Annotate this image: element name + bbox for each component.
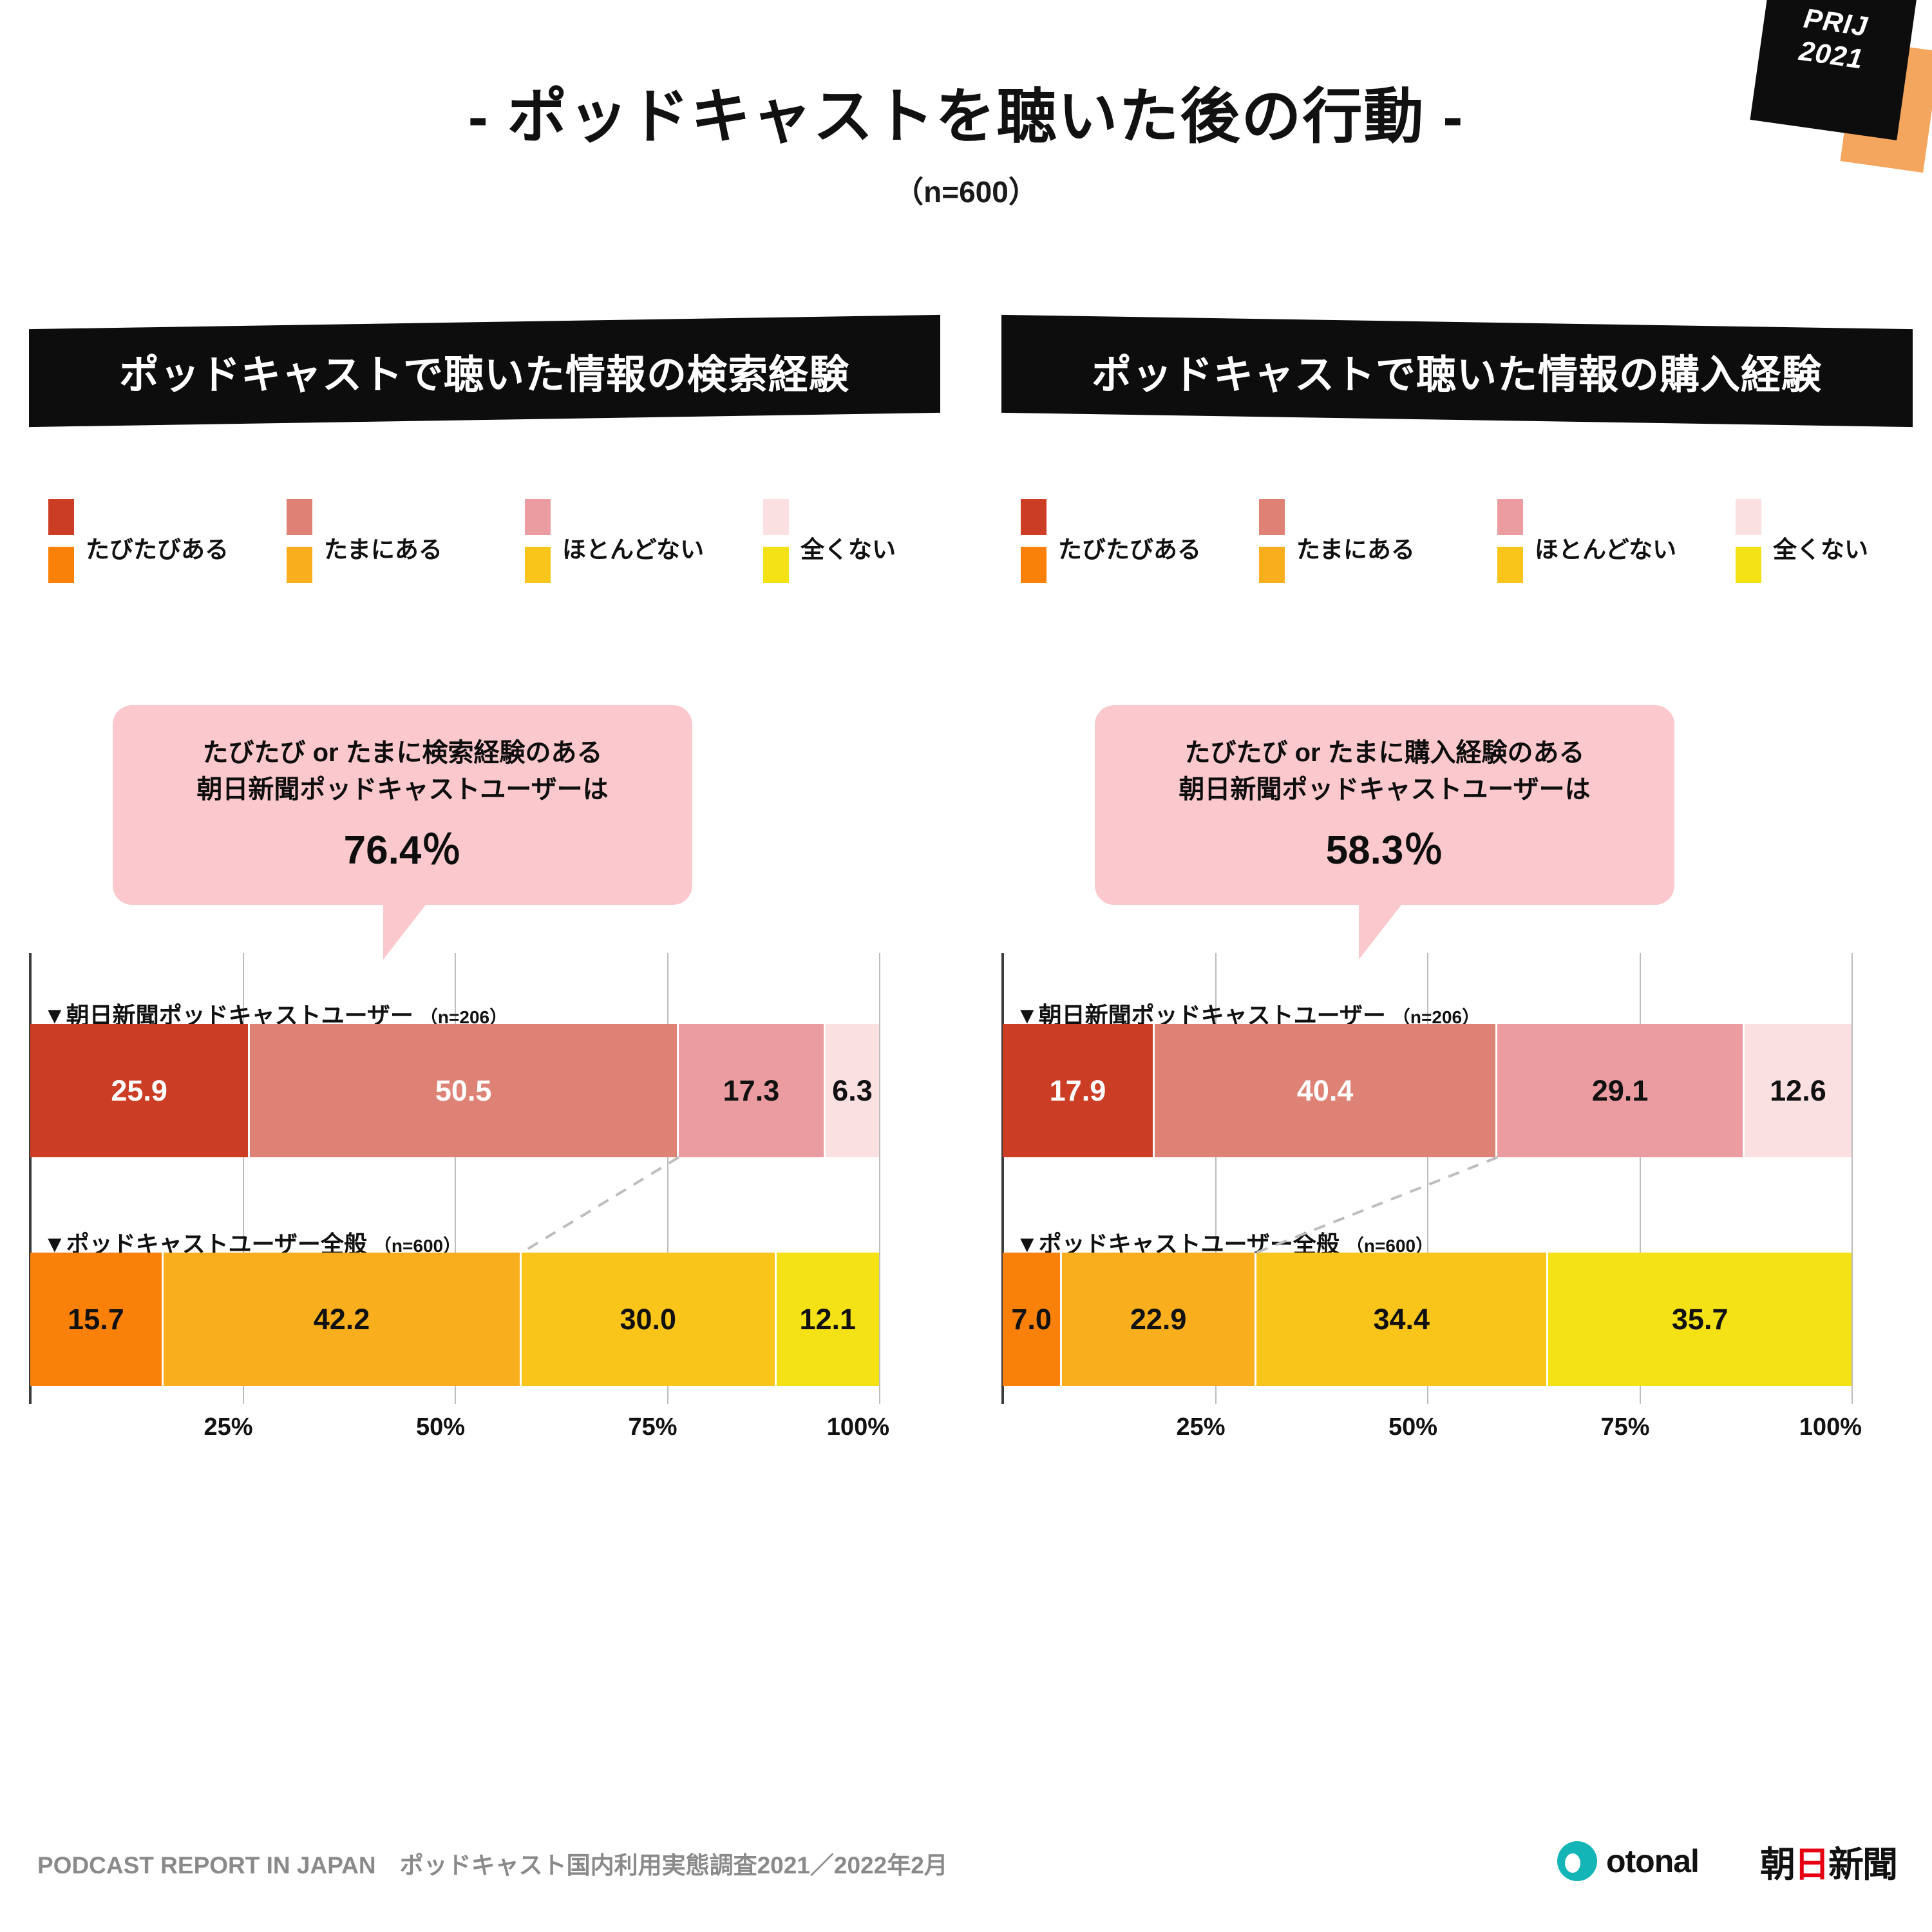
asahi-char-1: 朝 xyxy=(1759,1844,1795,1884)
series-sample-size: （n=206） xyxy=(419,1007,508,1027)
x-axis-tick-label: 75% xyxy=(628,1414,677,1441)
bar-segment: 6.3 xyxy=(825,1024,879,1157)
x-axis-tick-label: 100% xyxy=(1799,1414,1862,1441)
otonal-logo: otonal xyxy=(1557,1841,1700,1881)
legend-item-label: たびたびある xyxy=(1058,536,1201,563)
callout-line-1: たびたび or たまに購入経験のある xyxy=(1184,739,1585,768)
x-axis-tick-label: 50% xyxy=(1388,1414,1437,1441)
page-title: - ポッドキャストを聴いた後の行動 - xyxy=(468,83,1464,150)
legend-item-label: 全くない xyxy=(800,536,896,563)
bar-segment: 22.9 xyxy=(1062,1253,1257,1386)
legend-item-label: ほとんどない xyxy=(1535,536,1677,563)
footer-logos: otonal 朝 日 新聞 xyxy=(1557,1835,1898,1887)
grid-line xyxy=(242,953,244,1404)
legend-swatch-icon xyxy=(1497,499,1523,583)
bar-segment: 17.9 xyxy=(1003,1024,1155,1157)
page-subtitle: （n=600） xyxy=(894,175,1038,209)
bar-segment: 12.6 xyxy=(1744,1024,1852,1157)
asahi-char-2: 日 xyxy=(1794,1844,1830,1884)
legend-search: たびたびある たまにある ほとんどない 全くない xyxy=(35,499,950,583)
legend-item: たまにある xyxy=(1259,499,1415,583)
series-sample-size: （n=206） xyxy=(1392,1007,1481,1027)
chart-purchase: ▼朝日新聞ポッドキャストユーザー （n=206） 17.9 40.4 29.1 12.6… xyxy=(1001,953,1916,1494)
panel-header-search: ポッドキャストで聴いた情報の検索経験 xyxy=(29,314,940,428)
panel-search: ポッドキャストで聴いた情報の検索経験 たびたびある たまにある ほとんどない 全くないた… xyxy=(29,303,976,1771)
legend-purchase: たびたびある たまにある ほとんどない 全くない xyxy=(1008,499,1922,583)
x-axis-tick-label: 25% xyxy=(204,1414,253,1441)
legend-swatch-icon xyxy=(1736,499,1761,583)
bar-segment: 17.3 xyxy=(678,1024,826,1157)
callout-bubble-search: たびたび or たまに検索経験のある 朝日新聞ポッドキャストユーザーは 76.4％ xyxy=(113,705,692,905)
legend-item-label: たびたびある xyxy=(86,536,229,563)
grid-line xyxy=(1639,953,1641,1404)
callout-line-1: たびたび or たまに検索経験のある xyxy=(202,739,603,768)
callout-bubble-purchase: たびたび or たまに購入経験のある 朝日新聞ポッドキャストユーザーは 58.3％ xyxy=(1095,705,1674,905)
legend-item-label: たまにある xyxy=(324,536,442,563)
y-axis-line xyxy=(1001,953,1004,1404)
legend-item-label: ほとんどない xyxy=(562,536,705,563)
stacked-bar-row: 17.9 40.4 29.1 12.6 xyxy=(1003,1024,1852,1157)
bar-segment: 40.4 xyxy=(1154,1024,1498,1157)
x-axis-tick-labels: 25% 50% 75% 100% xyxy=(29,1414,943,1465)
series-sample-size: （n=600） xyxy=(373,1236,462,1256)
grid-line xyxy=(879,953,880,1404)
panel-header-label: ポッドキャストで聴いた情報の検索経験 xyxy=(119,353,850,398)
bar-segment: 34.4 xyxy=(1256,1253,1549,1386)
chart-search: ▼朝日新聞ポッドキャストユーザー （n=206） 25.9 50.5 17.3 6.3 ▼… xyxy=(29,953,943,1494)
callout-line-2: 朝日新聞ポッドキャストユーザーは xyxy=(1179,775,1591,804)
grid-line xyxy=(1852,953,1853,1404)
otonal-mark-icon xyxy=(1557,1841,1597,1881)
panel-header-purchase: ポッドキャストで聴いた情報の購入経験 xyxy=(1001,314,1913,428)
legend-swatch-icon xyxy=(1021,499,1046,583)
legend-item: 全くない xyxy=(763,499,896,583)
x-axis-tick-label: 100% xyxy=(826,1414,889,1441)
callout-percent: 58.3％ xyxy=(1325,828,1444,873)
bar-segment: 7.0 xyxy=(1003,1253,1063,1386)
callout-percent: 76.4％ xyxy=(343,828,462,873)
legend-item: 全くない xyxy=(1736,499,1868,583)
x-axis-tick-label: 25% xyxy=(1176,1414,1226,1441)
legend-swatch-icon xyxy=(48,499,74,583)
grid-line xyxy=(1215,953,1217,1404)
callout-bubble-tail xyxy=(383,902,428,960)
legend-swatch-icon xyxy=(1259,499,1285,583)
otonal-wordmark: otonal xyxy=(1605,1843,1700,1879)
bar-segment: 50.5 xyxy=(250,1024,679,1157)
plot-area: ▼朝日新聞ポッドキャストユーザー （n=206） 17.9 40.4 29.1 12.6… xyxy=(1001,953,1916,1404)
asahi-char-3: 新聞 xyxy=(1828,1844,1898,1884)
bar-segment: 12.1 xyxy=(776,1253,879,1386)
grid-line xyxy=(455,953,456,1404)
legend-item: たびたびある xyxy=(1021,499,1201,583)
bar-segment: 25.9 xyxy=(30,1024,251,1157)
panel-header-label: ポッドキャストで聴いた情報の購入経験 xyxy=(1092,352,1823,397)
bar-segment: 15.7 xyxy=(30,1253,164,1386)
callout-line-2: 朝日新聞ポッドキャストユーザーは xyxy=(196,775,609,804)
legend-item: たまにある xyxy=(287,499,442,583)
asahi-shimbun-logo: 朝 日 新聞 xyxy=(1759,1835,1898,1887)
legend-item: ほとんどない xyxy=(525,499,704,583)
y-axis-line xyxy=(29,953,32,1404)
bar-segment: 35.7 xyxy=(1548,1253,1852,1386)
legend-swatch-icon xyxy=(525,499,551,583)
x-axis-tick-labels: 25% 50% 75% 100% xyxy=(1001,1414,1916,1465)
legend-item-label: 全くない xyxy=(1773,536,1868,563)
bar-segment: 29.1 xyxy=(1497,1024,1745,1157)
panel-purchase: ポッドキャストで聴いた情報の購入経験 たびたびある たまにある ほとんどない 全くないた… xyxy=(1001,303,1932,1771)
stacked-bar-row: 7.0 22.9 34.4 35.7 xyxy=(1003,1253,1852,1386)
bar-segment: 30.0 xyxy=(522,1253,777,1386)
stacked-bar-row: 15.7 42.2 30.0 12.1 xyxy=(30,1253,879,1386)
legend-swatch-icon xyxy=(287,499,312,583)
legend-item-label: たまにある xyxy=(1296,536,1415,563)
bar-segment: 42.2 xyxy=(163,1253,522,1386)
stacked-bar-row: 25.9 50.5 17.3 6.3 xyxy=(30,1024,879,1157)
plot-area: ▼朝日新聞ポッドキャストユーザー （n=206） 25.9 50.5 17.3 6.3 ▼… xyxy=(29,953,943,1404)
legend-item: ほとんどない xyxy=(1497,499,1676,583)
x-axis-tick-label: 50% xyxy=(415,1414,465,1441)
footer-source-text: PODCAST REPORT IN JAPAN ポッドキャスト国内利用実態調査2… xyxy=(37,1852,948,1879)
legend-swatch-icon xyxy=(763,499,789,583)
legend-item: たびたびある xyxy=(48,499,229,583)
callout-bubble-tail xyxy=(1359,902,1404,960)
x-axis-tick-label: 75% xyxy=(1600,1414,1650,1441)
